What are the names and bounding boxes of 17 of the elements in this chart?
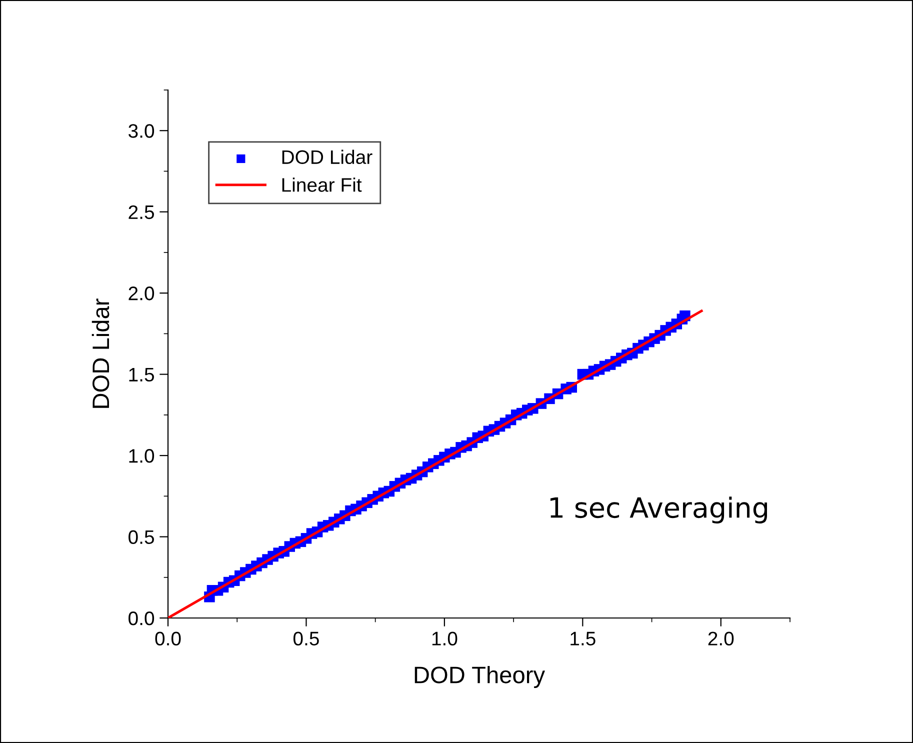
x-tick-label: 1.0 xyxy=(432,632,458,646)
legend-label: Linear Fit xyxy=(282,178,362,192)
y-tick-label: 2.5 xyxy=(128,205,154,220)
x-tick-label: 1.5 xyxy=(570,632,596,646)
x-tick-label: 0.5 xyxy=(293,632,319,646)
y-tick-label: 0.0 xyxy=(128,611,154,626)
annotation: 1 sec Averaging xyxy=(550,496,767,524)
x-axis-title: DOD Theory xyxy=(414,666,546,688)
x-tick-label: 2.0 xyxy=(708,632,734,646)
legend-label: DOD Lidar xyxy=(282,150,372,164)
y-tick-label: 1.0 xyxy=(129,449,154,463)
y-tick-label: 3.0 xyxy=(128,124,154,138)
y-tick-label: 1.5 xyxy=(129,368,154,382)
y-tick-label: 2.0 xyxy=(128,286,154,300)
y-axis-title: DOD Lidar xyxy=(92,298,110,408)
y-tick-label: 0.5 xyxy=(128,530,154,544)
x-tick-label: 0.0 xyxy=(155,632,181,646)
